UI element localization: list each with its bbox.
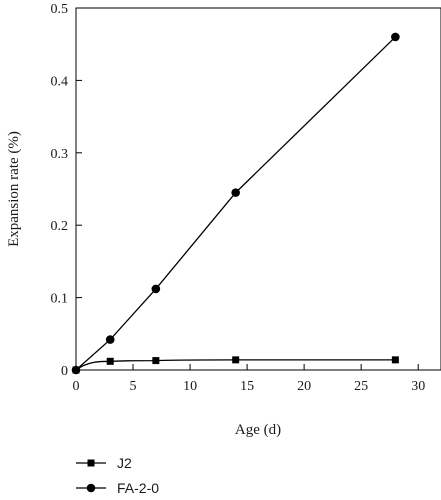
y-axis-title: Expansion rate (%) <box>6 131 22 247</box>
x-tick-label: 30 <box>411 379 425 394</box>
data-point-J2 <box>391 356 399 364</box>
x-axis-title: Age (d) <box>235 422 281 438</box>
y-tick-label: 0.1 <box>51 292 69 307</box>
y-tick-label: 0.3 <box>51 147 69 162</box>
series-FA-2-0 <box>71 32 400 375</box>
plot-frame <box>75 7 441 371</box>
data-point-FA-2-0 <box>231 188 240 197</box>
legend-marker <box>87 459 95 467</box>
legend-item-FA-2-0: FA-2-0 <box>76 480 159 496</box>
series-line-J2 <box>75 359 396 371</box>
data-point-FA-2-0 <box>105 335 115 344</box>
x-axis-ticks: 0 5 10 15 20 25 30 <box>73 364 425 394</box>
y-tick-label: 0.2 <box>51 219 69 234</box>
legend-label: FA-2-0 <box>117 480 159 496</box>
y-axis-ticks: 0 0.1 0.2 0.3 0.4 0.5 <box>51 2 82 379</box>
x-tick-label: 10 <box>183 379 197 394</box>
legend-label: J2 <box>117 455 132 471</box>
series-layer <box>71 32 400 375</box>
data-point-FA-2-0 <box>71 365 81 375</box>
data-point-J2 <box>232 356 240 364</box>
y-tick-label: 0.5 <box>51 2 69 17</box>
data-point-J2 <box>106 357 114 365</box>
x-tick-label: 20 <box>297 379 311 394</box>
x-tick-label: 15 <box>240 379 254 394</box>
series-J2 <box>72 356 399 374</box>
data-point-FA-2-0 <box>391 32 400 42</box>
series-line-FA-2-0 <box>75 36 396 371</box>
legend-item-J2: J2 <box>76 455 132 471</box>
x-tick-label: 5 <box>130 379 137 394</box>
data-point-J2 <box>152 357 160 365</box>
x-tick-label: 0 <box>73 379 80 394</box>
legend-marker <box>86 483 96 493</box>
x-tick-label: 25 <box>354 379 368 394</box>
data-point-FA-2-0 <box>151 284 161 294</box>
y-tick-label: 0.4 <box>51 74 69 89</box>
legend: J2 FA-2-0 <box>76 455 159 496</box>
y-tick-label: 0 <box>61 364 68 379</box>
